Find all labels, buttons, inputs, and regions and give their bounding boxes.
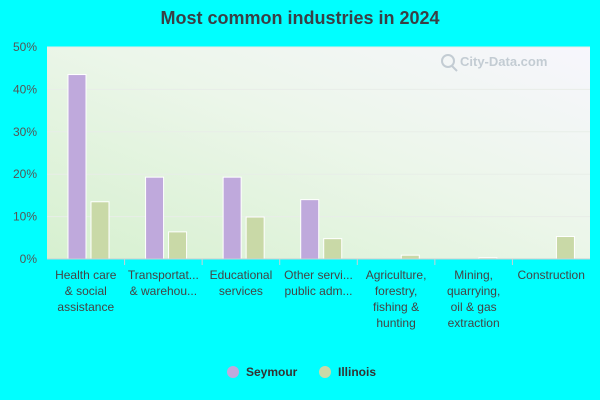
x-tick-label: Construction	[518, 268, 585, 282]
watermark-text: City-Data.com	[460, 54, 547, 69]
magnifier-icon	[441, 54, 458, 72]
x-tick-label: Educational services	[210, 268, 273, 298]
bar-seymour	[222, 176, 242, 260]
gridlines	[47, 46, 590, 218]
bars	[67, 74, 575, 260]
y-axis: 0% 10% 20% 30% 40% 50%	[13, 40, 37, 266]
bar-illinois	[90, 201, 110, 260]
bar-seymour	[145, 176, 165, 260]
bar-seymour	[67, 74, 87, 260]
x-tick-label: Health care & social assistance	[55, 268, 117, 314]
legend: Seymour Illinois	[227, 365, 376, 379]
bar-illinois	[245, 216, 265, 260]
y-tick-label: 50%	[13, 40, 37, 54]
bar-illinois	[400, 254, 420, 260]
bar-seymour	[300, 199, 320, 260]
x-tick-label: Agriculture, forestry, fishing & hunting	[366, 268, 427, 330]
x-tick-label: Transportat... & warehou...	[128, 268, 199, 298]
y-tick-label: 0%	[20, 252, 38, 266]
legend-swatch-seymour	[227, 366, 239, 378]
bar-illinois	[323, 238, 343, 260]
bar-illinois	[168, 231, 188, 260]
x-tick-label: Other servi... public adm...	[284, 268, 353, 298]
legend-swatch-illinois	[319, 366, 331, 378]
y-tick-label: 40%	[13, 82, 37, 96]
x-axis: Health care & social assistance Transportat…	[47, 258, 590, 330]
y-tick-label: 10%	[13, 210, 37, 224]
legend-label-seymour: Seymour	[246, 365, 298, 379]
legend-label-illinois: Illinois	[338, 365, 376, 379]
y-tick-label: 20%	[13, 167, 37, 181]
watermark: City-Data.com	[441, 54, 547, 72]
bar-illinois	[555, 236, 575, 260]
y-tick-label: 30%	[13, 125, 37, 139]
chart-title: Most common industries in 2024	[160, 8, 439, 28]
x-tick-label: Mining, quarrying, oil & gas extraction	[447, 268, 500, 330]
